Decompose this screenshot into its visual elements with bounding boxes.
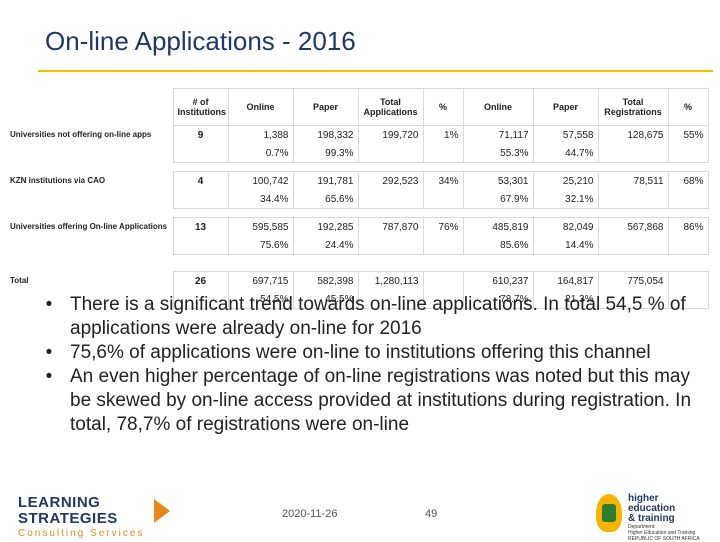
reg-online-cell: 53,301 bbox=[462, 171, 534, 190]
app-online-cell: 697,715 bbox=[227, 271, 294, 290]
dhet-logo: higher education & training Department: … bbox=[596, 493, 706, 542]
table-subrow: 0.7% 99.3% 55.3% 44.7% bbox=[8, 144, 709, 163]
bullet-text: There is a significant trend towards on-… bbox=[70, 294, 686, 339]
col-header-reg-online: Online bbox=[462, 88, 534, 126]
col-header-reg-total: Total Registrations bbox=[597, 88, 669, 126]
col-header-institutions: # of Institutions bbox=[172, 88, 229, 126]
reg-paper-cell: 82,049 bbox=[532, 217, 599, 236]
table-subrow: 34.4% 65.6% 67.9% 32.1% bbox=[8, 190, 709, 209]
reg-pct-cell: 68% bbox=[667, 171, 709, 190]
coat-of-arms-icon bbox=[596, 494, 622, 532]
reg-online-pct-cell: 67.9% bbox=[462, 190, 534, 209]
table-subrow: 54.5% 45.5% 78.7% 21.3% bbox=[8, 290, 709, 309]
logo-right-small3: REPUBLIC OF SOUTH AFRICA bbox=[628, 536, 700, 542]
reg-paper-cell: 25,210 bbox=[532, 171, 599, 190]
bullet-dot: • bbox=[45, 294, 53, 315]
app-total-cell: 292,523 bbox=[357, 171, 424, 190]
app-online-cell: 100,742 bbox=[227, 171, 294, 190]
col-header-reg-paper: Paper bbox=[532, 88, 599, 126]
logo-left-line1: LEARNING STRATEGIES bbox=[18, 494, 118, 527]
reg-pct-cell bbox=[667, 271, 709, 290]
reg-total-cell: 128,675 bbox=[597, 125, 669, 144]
table-subrow: 75.6% 24.4% 85.6% 14.4% bbox=[8, 236, 709, 255]
app-paper-cell: 198,332 bbox=[292, 125, 359, 144]
bullet-dot: • bbox=[45, 342, 53, 363]
bullet-item: • An even higher percentage of on-line r… bbox=[28, 365, 698, 437]
bullet-item: • 75,6% of applications were on-line to … bbox=[28, 341, 698, 365]
app-paper-pct-cell: 65.6% bbox=[292, 190, 359, 209]
table-row: Universities offering On-line Applicatio… bbox=[8, 217, 709, 236]
app-online-cell: 595,585 bbox=[227, 217, 294, 236]
institutions-cell: 26 bbox=[172, 271, 229, 290]
row-label: KZN institutions via CAO bbox=[10, 176, 106, 186]
app-pct-cell: 34% bbox=[422, 171, 464, 190]
col-header-app-total: Total Applications bbox=[357, 88, 424, 126]
reg-paper-pct-cell: 32.1% bbox=[532, 190, 599, 209]
reg-pct-cell: 55% bbox=[667, 125, 709, 144]
app-pct-cell: 1% bbox=[422, 125, 464, 144]
col-header-reg-pct: % bbox=[667, 88, 709, 126]
col-header-app-pct: % bbox=[422, 88, 464, 126]
row-label: Total bbox=[10, 276, 29, 286]
bullet-item: • There is a significant trend towards o… bbox=[28, 293, 698, 341]
reg-total-cell: 78,511 bbox=[597, 171, 669, 190]
reg-paper-pct-cell: 44.7% bbox=[532, 144, 599, 163]
reg-online-cell: 610,237 bbox=[462, 271, 534, 290]
app-paper-cell: 582,398 bbox=[292, 271, 359, 290]
applications-table: # of Institutions Online Paper Total App… bbox=[8, 88, 709, 309]
table-row: KZN institutions via CAO 4 100,742 191,7… bbox=[8, 171, 709, 190]
logo-right-small2: Higher Education and Training bbox=[628, 530, 696, 536]
col-header-app-paper: Paper bbox=[292, 88, 359, 126]
title-divider bbox=[38, 70, 713, 72]
logo-right-line1: higher education bbox=[628, 493, 676, 514]
reg-total-cell: 775,054 bbox=[597, 271, 669, 290]
institutions-cell: 4 bbox=[172, 171, 229, 190]
page-number: 49 bbox=[425, 508, 438, 520]
app-paper-pct-cell: 99.3% bbox=[292, 144, 359, 163]
app-pct-cell bbox=[422, 271, 464, 290]
reg-total-cell: 567,868 bbox=[597, 217, 669, 236]
app-online-cell: 1,388 bbox=[227, 125, 294, 144]
logo-right-line2: & training bbox=[628, 513, 675, 524]
row-label: Universities offering On-line Applicatio… bbox=[10, 222, 168, 232]
app-total-cell: 199,720 bbox=[357, 125, 424, 144]
bullet-list: • There is a significant trend towards o… bbox=[28, 293, 698, 437]
app-online-pct-cell: 0.7% bbox=[227, 144, 294, 163]
logo-left-line2: Consulting Services bbox=[18, 528, 145, 539]
institutions-cell: 13 bbox=[172, 217, 229, 236]
reg-pct-cell: 86% bbox=[667, 217, 709, 236]
table-row: Universities not offering on-line apps 9… bbox=[8, 125, 709, 144]
col-header-app-online: Online bbox=[227, 88, 294, 126]
table-row-total: Total 26 697,715 582,398 1,280,113 610,2… bbox=[8, 271, 709, 290]
reg-paper-cell: 57,558 bbox=[532, 125, 599, 144]
learning-strategies-logo: LEARNING STRATEGIES Consulting Services bbox=[18, 494, 170, 539]
reg-paper-cell: 164,817 bbox=[532, 271, 599, 290]
reg-online-pct-cell: 55.3% bbox=[462, 144, 534, 163]
institutions-cell: 9 bbox=[172, 125, 229, 144]
app-total-cell: 787,870 bbox=[357, 217, 424, 236]
reg-online-cell: 71,117 bbox=[462, 125, 534, 144]
app-online-pct-cell: 34.4% bbox=[227, 190, 294, 209]
footer-date: 2020-11-26 bbox=[282, 508, 338, 520]
reg-online-cell: 485,819 bbox=[462, 217, 534, 236]
slide-title: On-line Applications - 2016 bbox=[45, 26, 356, 56]
app-paper-cell: 192,285 bbox=[292, 217, 359, 236]
app-paper-cell: 191,781 bbox=[292, 171, 359, 190]
bullet-text: An even higher percentage of on-line reg… bbox=[70, 366, 692, 435]
reg-paper-pct-cell: 14.4% bbox=[532, 236, 599, 255]
logo-right-small1: Department: bbox=[628, 524, 656, 530]
logo-arrow-icon bbox=[154, 499, 170, 523]
bullet-text: 75,6% of applications were on-line to in… bbox=[70, 342, 651, 363]
table-header-row: # of Institutions Online Paper Total App… bbox=[8, 88, 709, 126]
bullet-dot: • bbox=[45, 366, 53, 387]
app-paper-pct-cell: 24.4% bbox=[292, 236, 359, 255]
app-total-cell: 1,280,113 bbox=[357, 271, 424, 290]
row-label: Universities not offering on-line apps bbox=[10, 130, 152, 140]
reg-online-pct-cell: 85.6% bbox=[462, 236, 534, 255]
app-online-pct-cell: 75.6% bbox=[227, 236, 294, 255]
app-pct-cell: 76% bbox=[422, 217, 464, 236]
